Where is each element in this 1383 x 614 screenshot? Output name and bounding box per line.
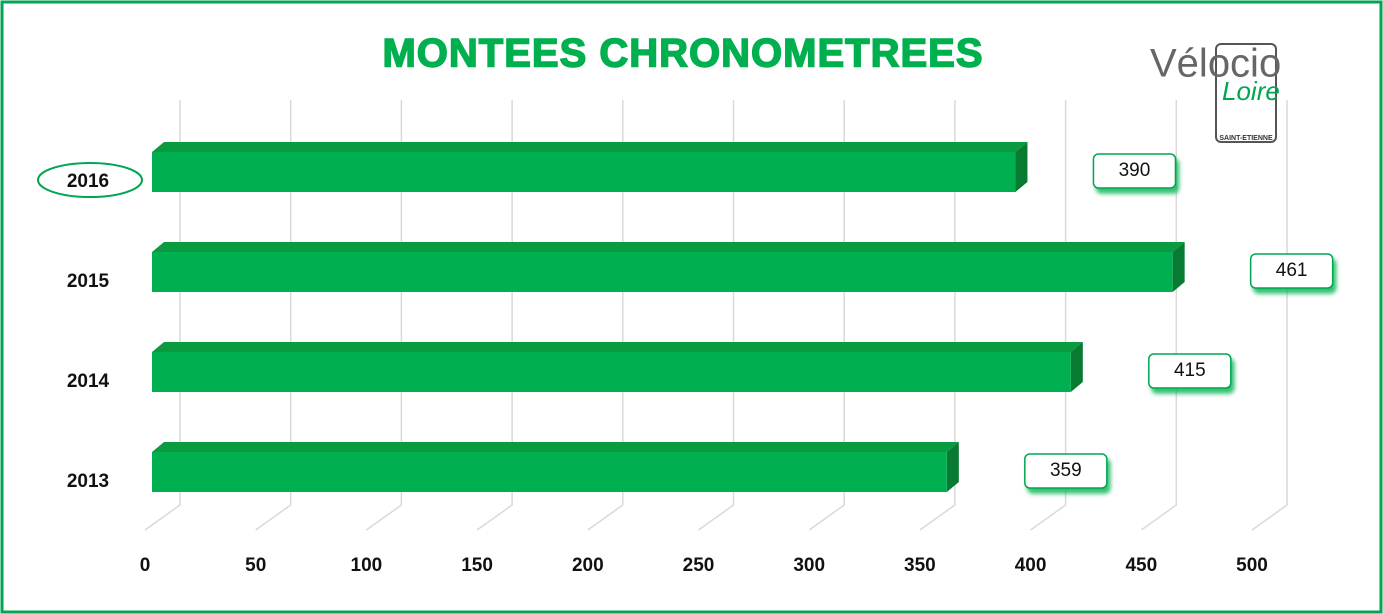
x-tick-label: 150 xyxy=(461,555,493,576)
value-label: 359 xyxy=(1050,460,1082,481)
bar xyxy=(152,452,947,492)
grid-line xyxy=(365,100,403,531)
value-label-box xyxy=(1092,153,1177,189)
bar-side xyxy=(1070,342,1083,392)
x-tick-label: 400 xyxy=(1015,555,1047,576)
logo-name: Vélocio xyxy=(1150,42,1281,86)
x-tick-label: 250 xyxy=(683,555,715,576)
x-tick-label: 50 xyxy=(245,555,266,576)
chart-title: MONTEES CHRONOMETREES xyxy=(382,32,983,76)
value-label: 415 xyxy=(1174,360,1206,381)
bar-side xyxy=(1172,242,1185,292)
x-tick-label: 0 xyxy=(140,555,151,576)
grid-line xyxy=(808,100,845,531)
logo-city: SAINT-ETIENNE xyxy=(1219,135,1273,142)
bar xyxy=(152,152,1016,192)
value-label: 461 xyxy=(1276,260,1308,281)
x-tick-label: 350 xyxy=(904,555,936,576)
logo: Vélocio Loire SAINT-ETIENNE xyxy=(1150,42,1281,143)
x-tick-label: 500 xyxy=(1236,555,1268,576)
highlight-ellipse xyxy=(37,162,143,198)
bar xyxy=(152,352,1071,392)
bar-side xyxy=(946,442,959,492)
value-label-box xyxy=(1024,453,1108,489)
grid-line xyxy=(698,100,735,531)
grid-line xyxy=(255,100,292,531)
bar-top xyxy=(152,142,1028,152)
y-tick-label: 2014 xyxy=(67,371,110,392)
grid-line xyxy=(1140,100,1178,531)
x-tick-label: 450 xyxy=(1125,555,1157,576)
value-label-box xyxy=(1148,353,1232,389)
grid-line xyxy=(919,100,956,531)
logo-frame xyxy=(1215,43,1277,143)
bar-top xyxy=(152,342,1083,352)
grid-line xyxy=(1030,100,1067,531)
grid-line xyxy=(587,100,624,531)
value-label: 390 xyxy=(1119,160,1151,181)
bar-side xyxy=(1015,142,1028,192)
x-tick-label: 300 xyxy=(793,555,825,576)
grid-line xyxy=(1251,100,1288,531)
x-tick-label: 200 xyxy=(572,555,604,576)
y-tick-label: 2016 xyxy=(67,171,109,192)
bar-top xyxy=(152,442,959,452)
y-tick-label: 2015 xyxy=(67,271,110,292)
y-tick-label: 2013 xyxy=(67,471,109,492)
bar-top xyxy=(152,242,1185,252)
grid-line xyxy=(144,100,181,531)
x-tick-label: 100 xyxy=(351,555,383,576)
logo-sub: Loire xyxy=(1222,76,1280,106)
grid-line xyxy=(476,100,513,531)
value-label-box xyxy=(1249,253,1334,289)
bar xyxy=(152,252,1173,292)
